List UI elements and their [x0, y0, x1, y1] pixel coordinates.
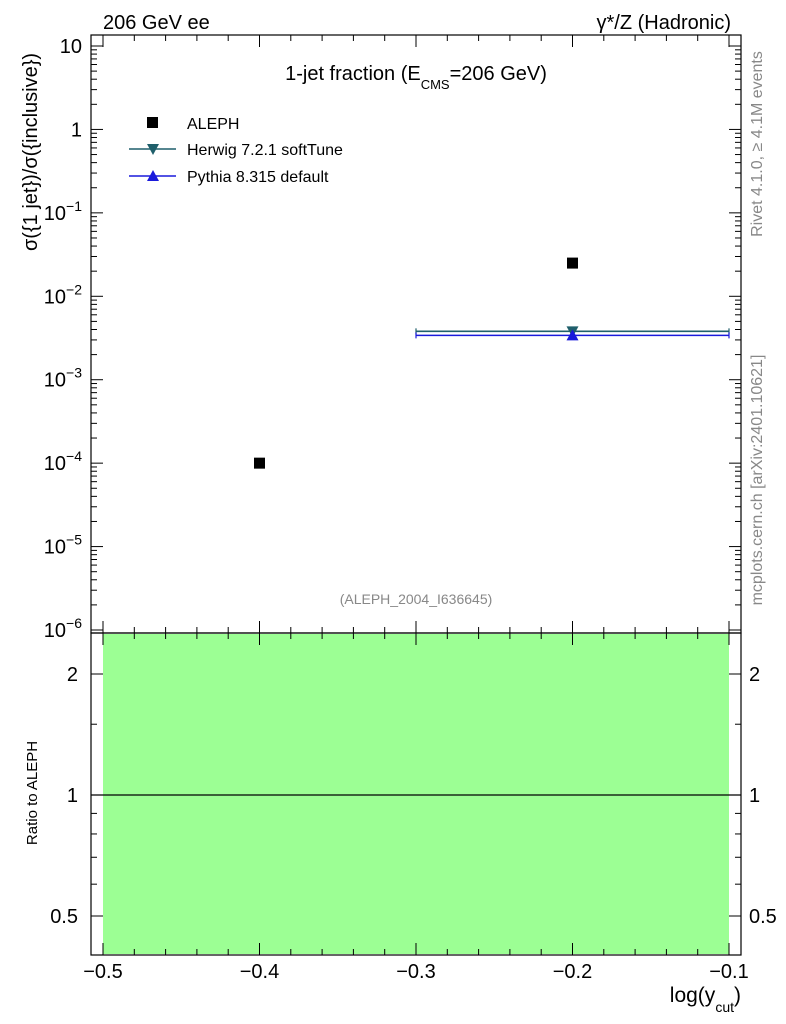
header-right: γ*/Z (Hadronic) — [597, 12, 731, 34]
main-ytick-label-exp: −5 — [66, 532, 82, 548]
ratio-ytick-label-left: 1 — [67, 785, 78, 807]
xticks: −0.5 −0.4 −0.3 −0.2 −0.1 — [83, 35, 749, 983]
xtick-label: −0.3 — [396, 961, 435, 983]
rivet-label: Rivet 4.1.0, ≥ 4.1M events — [749, 51, 766, 237]
legend-label-pythia: Pythia 8.315 default — [187, 169, 329, 186]
xlabel: log(ycut) — [670, 984, 741, 1015]
header-left: 206 GeV ee — [103, 12, 210, 34]
main-ytick-label-exp: −6 — [66, 615, 82, 631]
legend-label-aleph: ALEPH — [187, 116, 239, 133]
aleph-point — [567, 257, 578, 269]
legend-marker-aleph — [147, 117, 158, 128]
pythia-point — [566, 329, 579, 341]
main-ytick-label-base: 1 — [71, 119, 82, 141]
main-ytick-label: 10−6 — [44, 615, 82, 642]
xtick-label: −0.1 — [709, 961, 748, 983]
ratio-yticks: 0.5 0.5 1 1 2 2 — [50, 664, 777, 928]
xtick-label: −0.4 — [240, 961, 279, 983]
xtick-label: −0.2 — [553, 961, 592, 983]
main-ytick-label-base: 10 — [44, 370, 66, 392]
main-ytick-label-exp: −4 — [66, 448, 82, 464]
main-ytick-label-base: 10 — [44, 537, 66, 559]
main-ytick-label: 10 — [60, 36, 82, 58]
main-ytick-label-base: 10 — [44, 453, 66, 475]
ratio-ylabel: Ratio to ALEPH — [24, 741, 41, 845]
legend: ALEPH Herwig 7.2.1 softTune Pythia 8.315… — [129, 116, 343, 186]
main-ytick-label-base: 10 — [44, 286, 66, 308]
main-ytick-label: 10−2 — [44, 281, 82, 308]
main-ytick-label-exp: −1 — [66, 198, 82, 214]
main-ytick-label: 10−3 — [44, 365, 82, 392]
ratio-ytick-label-right: 2 — [749, 664, 760, 686]
legend-marker-herwig — [147, 144, 159, 155]
main-ytick-label-base: 10 — [44, 203, 66, 225]
main-ylabel: σ({1 jet})/σ({inclusive}) — [20, 53, 42, 251]
legend-label-herwig: Herwig 7.2.1 softTune — [187, 142, 343, 159]
chart-title: 1-jet fraction (ECMS=206 GeV) — [285, 63, 547, 92]
main-ytick-label-base: 10 — [60, 36, 82, 58]
main-ytick-label: 10−5 — [44, 532, 82, 559]
ratio-ytick-label-left: 0.5 — [50, 906, 78, 928]
analysis-id: (ALEPH_2004_I636645) — [340, 591, 493, 607]
main-ytick-label: 10−4 — [44, 448, 82, 475]
ratio-ytick-label-left: 2 — [67, 664, 78, 686]
ratio-ytick-label-right: 1 — [749, 785, 760, 807]
main-ytick-label: 10−1 — [44, 198, 82, 225]
aleph-point — [254, 457, 265, 469]
main-ytick-label-exp: −2 — [66, 281, 82, 297]
xtick-label: −0.5 — [83, 961, 122, 983]
mcplots-label: mcplots.cern.ch [arXiv:2401.10621] — [749, 355, 766, 606]
ratio-ytick-label-right: 0.5 — [749, 906, 777, 928]
main-ytick-label-base: 10 — [44, 620, 66, 642]
main-ytick-label: 1 — [71, 119, 82, 141]
series-marks — [254, 257, 730, 469]
main-ytick-label-exp: −3 — [66, 365, 82, 381]
ratio-frame — [90, 632, 742, 956]
legend-marker-pythia — [147, 170, 159, 181]
ratio-band — [103, 634, 729, 954]
